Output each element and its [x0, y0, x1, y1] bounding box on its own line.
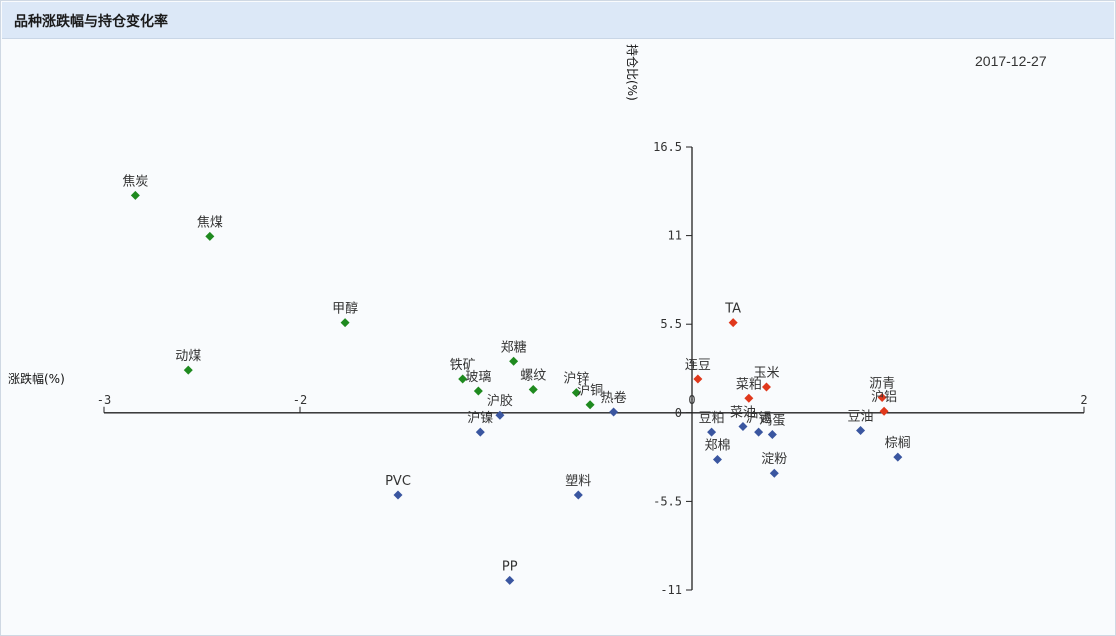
data-point[interactable]	[728, 318, 738, 328]
point-label: PP	[502, 559, 518, 574]
point-label: 动煤	[175, 349, 201, 364]
data-point[interactable]	[609, 407, 619, 417]
data-point[interactable]	[707, 427, 717, 437]
data-point[interactable]	[458, 374, 468, 384]
x-tick-label: -2	[293, 393, 307, 407]
point-label: 鸡蛋	[759, 413, 785, 429]
x-tick-label: -3	[97, 393, 111, 407]
data-point[interactable]	[340, 318, 350, 328]
data-point[interactable]	[130, 190, 140, 200]
point-label: 塑料	[565, 474, 591, 489]
point-label: 棕榈	[885, 436, 911, 451]
data-point[interactable]	[738, 421, 748, 431]
point-label: TA	[724, 302, 741, 317]
point-label: 热卷	[601, 390, 627, 406]
data-point[interactable]	[744, 393, 754, 403]
point-label: 沪锌	[563, 371, 589, 387]
point-label: PVC	[385, 474, 411, 489]
chart-date: 2017-12-27	[975, 53, 1047, 69]
data-point[interactable]	[573, 490, 583, 500]
point-label: 菜粕	[736, 377, 762, 392]
data-point[interactable]	[879, 406, 889, 416]
data-point[interactable]	[754, 427, 764, 437]
point-label: 豆粕	[699, 411, 725, 426]
point-label: 焦煤	[197, 215, 223, 230]
y-tick-label: 16.5	[653, 140, 682, 154]
y-tick-label: 0	[675, 406, 682, 420]
data-point[interactable]	[528, 384, 538, 394]
data-point[interactable]	[495, 410, 505, 420]
y-axis-label: 持仓比(%)	[625, 44, 640, 101]
point-label: 郑糖	[501, 339, 527, 355]
point-label: 沪镍	[467, 410, 493, 426]
point-label: 铁矿	[450, 358, 476, 373]
y-tick-label: -5.5	[653, 494, 682, 508]
data-point[interactable]	[183, 365, 193, 375]
point-label: 沪胶	[487, 393, 513, 409]
point-label: 沥青	[869, 376, 895, 391]
point-label: 玉米	[753, 366, 779, 381]
point-label: 淀粉	[761, 452, 787, 467]
data-point[interactable]	[571, 388, 581, 398]
point-label: 郑棉	[704, 439, 730, 454]
data-point[interactable]	[712, 455, 722, 465]
tick-labels: -3 -2 0 2 16.5 11 5.5 0 -5.5 -11	[97, 140, 1088, 597]
point-label: 甲醇	[332, 301, 358, 317]
data-point[interactable]	[769, 468, 779, 478]
data-point[interactable]	[473, 386, 483, 396]
point-label: 豆油	[848, 410, 874, 425]
point-label: 沪锡	[746, 410, 772, 426]
point-label: 连豆	[685, 357, 711, 373]
data-point[interactable]	[893, 452, 903, 462]
x-tick-label: 2	[1080, 393, 1087, 407]
point-label: 螺纹	[520, 368, 546, 383]
data-point[interactable]	[761, 382, 771, 392]
point-label: 沪铜	[577, 383, 603, 399]
point-label: 沪铝	[871, 389, 897, 405]
y-tick-label: 5.5	[660, 317, 682, 331]
data-point[interactable]	[767, 430, 777, 440]
data-point[interactable]	[205, 231, 215, 241]
y-tick-label: -11	[660, 583, 682, 597]
data-point[interactable]	[393, 490, 403, 500]
title-bar: 品种涨跌幅与持仓变化率	[2, 2, 1114, 39]
data-point[interactable]	[856, 426, 866, 436]
data-point[interactable]	[475, 427, 485, 437]
point-label: 菜油	[730, 405, 756, 420]
point-label: 焦炭	[122, 174, 148, 189]
panel-title: 品种涨跌幅与持仓变化率	[14, 14, 168, 30]
data-point[interactable]	[585, 400, 595, 410]
data-point[interactable]	[505, 575, 515, 585]
data-point[interactable]	[877, 392, 887, 402]
x-axis-label: 涨跌幅(%)	[8, 371, 65, 386]
y-tick-label: 11	[668, 229, 682, 243]
axes	[103, 146, 1085, 591]
point-label: 玻璃	[465, 370, 491, 385]
x-tick-label: 0	[688, 393, 695, 407]
data-point[interactable]	[693, 374, 703, 384]
data-point[interactable]	[509, 356, 519, 366]
